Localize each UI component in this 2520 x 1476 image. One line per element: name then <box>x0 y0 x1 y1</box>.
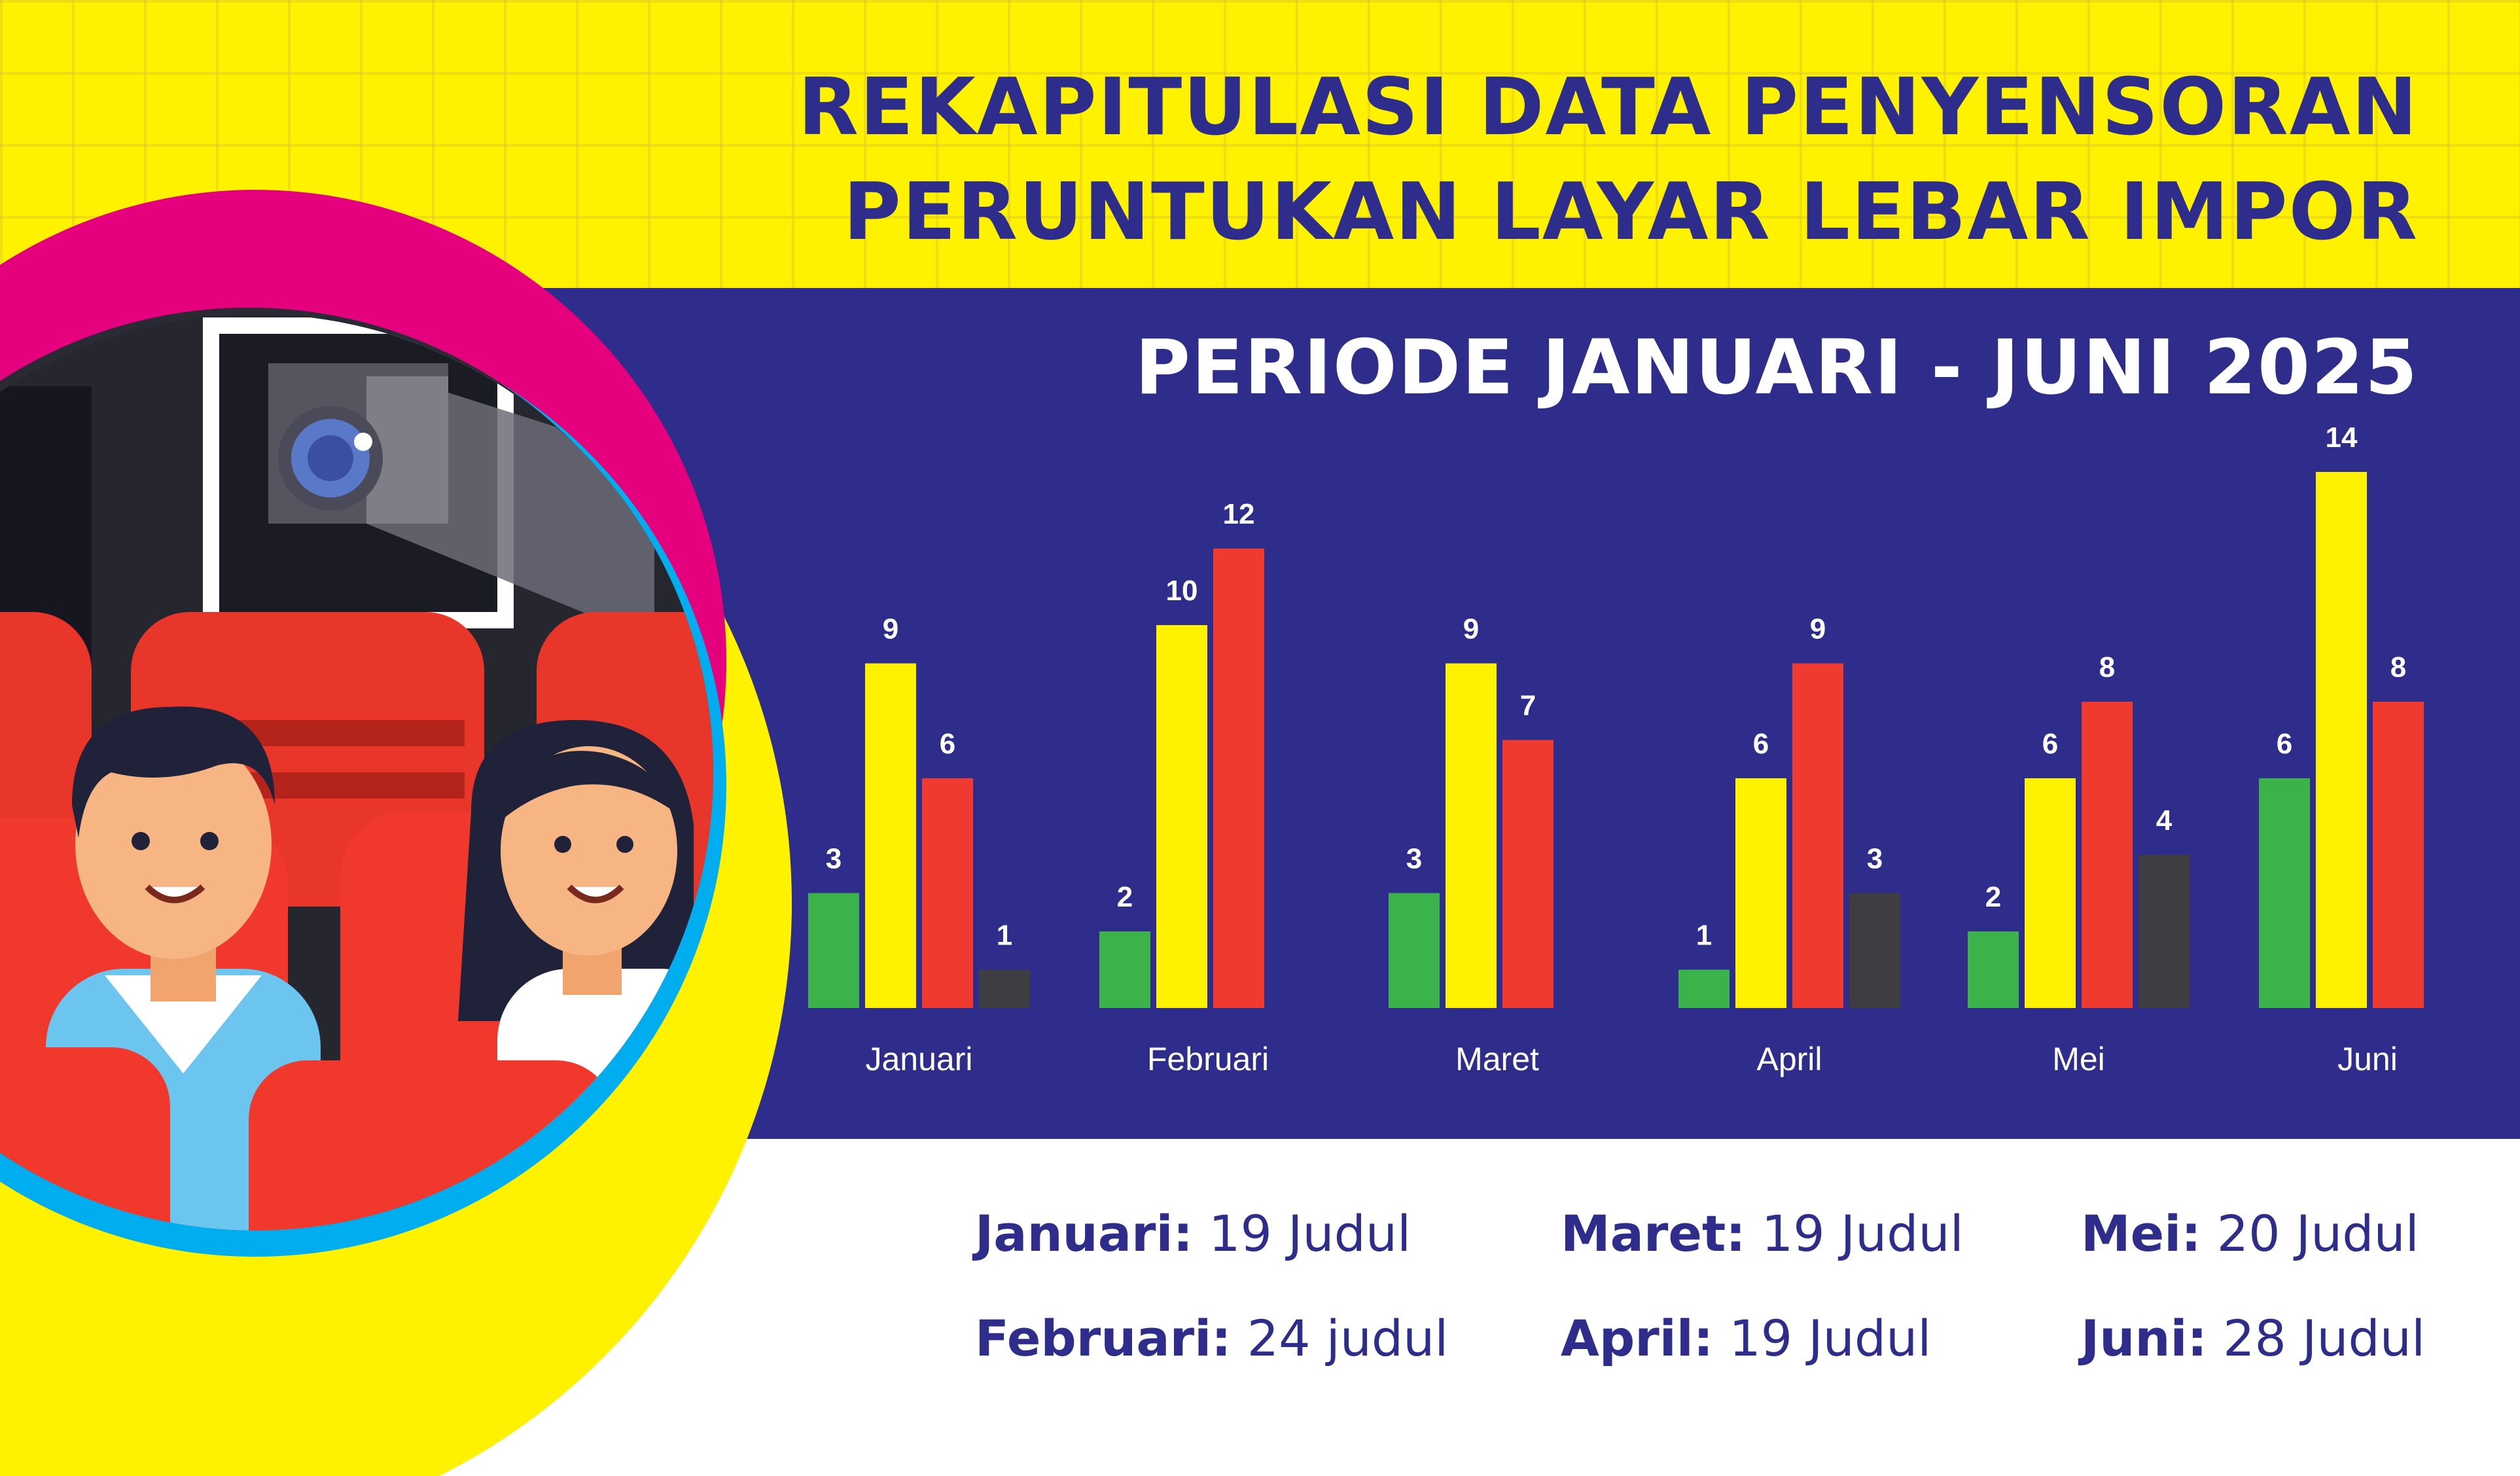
data-label: 4 <box>2156 804 2173 837</box>
bar-maret-series-3 <box>1502 740 1553 1008</box>
summary-month-label: Maret: <box>1561 1204 1746 1263</box>
bar-februari-series-1 <box>1099 931 1150 1008</box>
bar-maret-series-2 <box>1446 663 1497 1008</box>
bar-mei-series-3 <box>2082 702 2133 1008</box>
data-label: 1 <box>997 920 1012 952</box>
bar-mei-series-2 <box>2025 778 2076 1008</box>
data-label: 3 <box>826 843 842 875</box>
bar-januari-series-4 <box>979 969 1030 1008</box>
data-label: 7 <box>1520 690 1536 722</box>
title-line-2: PERUNTUKAN LAYAR LEBAR IMPOR <box>843 167 2419 258</box>
data-label: 6 <box>1753 728 1769 760</box>
summary-month-label: Juni: <box>2081 1309 2207 1367</box>
bar-chart: 3 9 6 1 Januari 2 10 12 Februari 3 9 7 Maret 1 6 9 3 Apri… <box>808 422 2424 1077</box>
summary-month-label: Mei: <box>2081 1204 2201 1263</box>
summary-month-label: Februari: <box>975 1309 1232 1367</box>
data-label: 14 <box>2326 422 2358 454</box>
data-label: 6 <box>2277 728 2292 760</box>
bar-mei-series-1 <box>1968 931 2019 1008</box>
data-label: 3 <box>1406 843 1422 875</box>
period-subtitle: PERIODE JANUARI - JUNI 2025 <box>1135 324 2419 412</box>
summary-juni: Juni: 28 Judul <box>2081 1309 2425 1367</box>
bar-januari-series-3 <box>922 778 973 1008</box>
data-label: 1 <box>1696 920 1712 952</box>
summary-month-label: Januari: <box>975 1204 1193 1263</box>
summary-mei: Mei: 20 Judul <box>2081 1204 2419 1263</box>
data-label: 8 <box>2390 651 2406 683</box>
bar-mei-series-4 <box>2138 855 2190 1008</box>
data-label: 9 <box>883 613 898 645</box>
bar-februari-series-3 <box>1213 549 1264 1008</box>
projector-lens-icon <box>278 406 383 511</box>
bar-maret-series-1 <box>1389 893 1440 1008</box>
summary-februari: Februari: 24 judul <box>975 1309 1448 1367</box>
bar-januari-series-2 <box>865 663 916 1008</box>
summary-count: 19 Judul <box>1761 1204 1964 1263</box>
summary-april: April: 19 Judul <box>1561 1309 1931 1367</box>
data-label: 12 <box>1223 498 1255 530</box>
bar-juni-series-3 <box>2373 702 2424 1008</box>
x-tick-label: Mei <box>2052 1041 2105 1077</box>
bar-group-februari: 2 10 12 Februari <box>1099 498 1269 1077</box>
data-label: 6 <box>2042 728 2058 760</box>
x-tick-label: Februari <box>1147 1041 1269 1077</box>
data-label: 8 <box>2099 651 2115 683</box>
data-label: 9 <box>1463 613 1479 645</box>
summary-count: 24 judul <box>1247 1309 1449 1367</box>
bar-group-maret: 3 9 7 Maret <box>1389 613 1553 1077</box>
bar-februari-series-2 <box>1156 625 1207 1008</box>
bar-group-juni: 6 14 8 Juni <box>2259 422 2424 1077</box>
bar-group-april: 1 6 9 3 April <box>1678 613 1900 1077</box>
x-tick-label: Juni <box>2337 1041 2398 1077</box>
summary-count: 19 Judul <box>1729 1309 1932 1367</box>
bar-april-series-4 <box>1849 893 1900 1008</box>
x-tick-label: Maret <box>1455 1041 1539 1077</box>
summary-januari: Januari: 19 Judul <box>975 1204 1411 1263</box>
summary-count: 20 Judul <box>2216 1204 2419 1263</box>
data-label: 2 <box>1985 881 2001 913</box>
data-label: 6 <box>940 728 955 760</box>
data-label: 10 <box>1166 575 1198 607</box>
summary-maret: Maret: 19 Judul <box>1561 1204 1964 1263</box>
title-line-1: REKAPITULASI DATA PENYENSORAN <box>798 62 2419 153</box>
bar-juni-series-1 <box>2259 778 2310 1008</box>
bar-group-mei: 2 6 8 4 Mei <box>1968 651 2190 1077</box>
summary-count: 28 Judul <box>2223 1309 2426 1367</box>
bar-april-series-3 <box>1792 663 1843 1008</box>
data-label: 9 <box>1810 613 1826 645</box>
x-tick-label: April <box>1756 1041 1822 1077</box>
x-tick-label: Januari <box>866 1041 973 1077</box>
data-label: 2 <box>1117 881 1133 913</box>
bar-januari-series-1 <box>808 893 859 1008</box>
summary-count: 19 Judul <box>1209 1204 1411 1263</box>
cinema-illustration <box>0 190 792 1476</box>
bar-juni-series-2 <box>2316 472 2367 1008</box>
data-label: 3 <box>1867 843 1883 875</box>
bar-group-januari: 3 9 6 1 Januari <box>808 613 1030 1077</box>
bar-april-series-1 <box>1678 969 1730 1008</box>
bar-april-series-2 <box>1735 778 1786 1008</box>
summary-month-label: April: <box>1561 1309 1714 1367</box>
